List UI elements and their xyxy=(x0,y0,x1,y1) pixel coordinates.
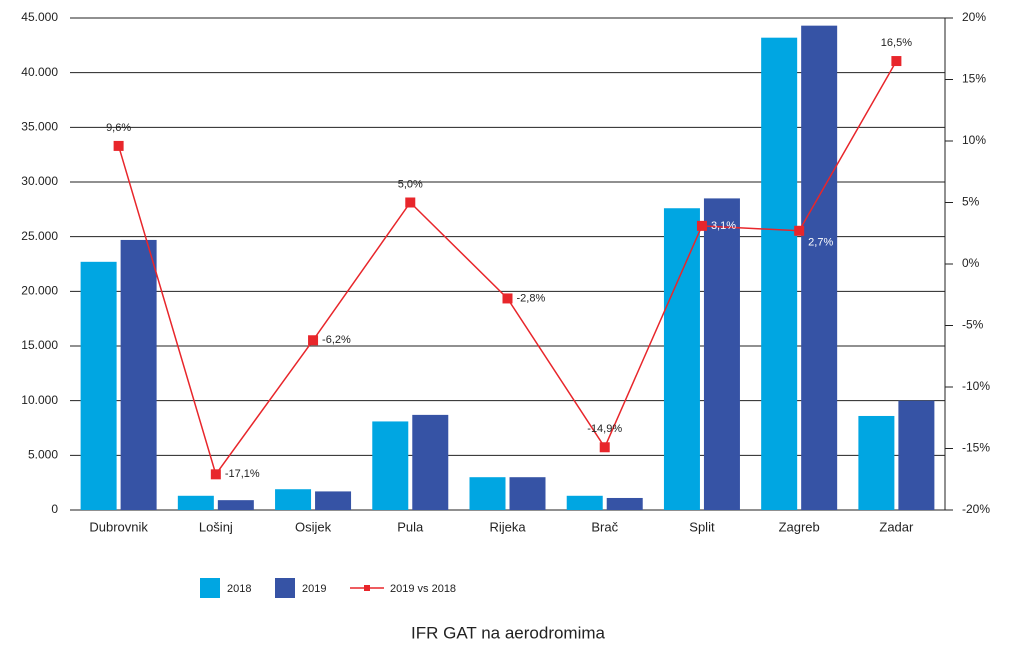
bar xyxy=(80,261,117,510)
bar xyxy=(177,495,214,510)
data-label: -6,2% xyxy=(322,334,351,346)
y2-tick-label: 0% xyxy=(962,256,980,270)
legend-swatch xyxy=(275,578,295,598)
y-tick-label: 45.000 xyxy=(21,10,58,24)
bar xyxy=(703,198,740,510)
legend-label: 2018 xyxy=(227,583,251,595)
data-label: 2,7% xyxy=(808,237,833,249)
bar xyxy=(412,414,449,510)
data-label: 16,5% xyxy=(881,37,912,49)
x-tick-label: Rijeka xyxy=(489,519,526,534)
x-tick-label: Pula xyxy=(397,519,424,534)
line-marker xyxy=(891,56,902,67)
bar xyxy=(761,37,798,511)
x-tick-label: Osijek xyxy=(295,519,332,534)
y2-tick-label: -5% xyxy=(962,318,984,332)
bar xyxy=(898,400,935,510)
x-tick-label: Brač xyxy=(591,519,618,534)
y2-tick-label: 5% xyxy=(962,195,980,209)
bar xyxy=(566,495,603,510)
y-tick-label: 30.000 xyxy=(21,174,58,188)
x-tick-label: Zadar xyxy=(879,519,914,534)
line-marker xyxy=(405,197,416,208)
legend-label: 2019 vs 2018 xyxy=(390,583,456,595)
y2-tick-label: 20% xyxy=(962,10,986,24)
data-label: -17,1% xyxy=(225,468,260,480)
y2-tick-label: -15% xyxy=(962,441,990,455)
y-tick-label: 25.000 xyxy=(21,229,58,243)
y2-tick-label: -10% xyxy=(962,379,990,393)
data-label: -2,8% xyxy=(517,292,546,304)
bar xyxy=(858,415,895,510)
y-tick-label: 35.000 xyxy=(21,120,58,134)
y-tick-label: 0 xyxy=(51,502,58,516)
bar xyxy=(315,491,352,510)
y2-tick-label: 15% xyxy=(962,72,986,86)
y-tick-label: 10.000 xyxy=(21,393,58,407)
line-marker xyxy=(794,225,805,236)
x-tick-label: Zagreb xyxy=(779,519,820,534)
bar xyxy=(606,497,643,510)
x-tick-label: Split xyxy=(689,519,715,534)
y-tick-label: 15.000 xyxy=(21,338,58,352)
bar xyxy=(469,477,506,510)
line-marker xyxy=(210,469,221,480)
line-marker xyxy=(308,335,319,346)
legend-label: 2019 xyxy=(302,583,326,595)
line-marker xyxy=(599,442,610,453)
bar xyxy=(275,489,312,510)
y-tick-label: 20.000 xyxy=(21,284,58,298)
bar xyxy=(663,208,700,511)
x-tick-label: Lošinj xyxy=(199,519,233,534)
bar xyxy=(801,25,838,511)
data-label: 3,1% xyxy=(711,220,736,232)
y2-tick-label: -20% xyxy=(962,502,990,516)
y2-tick-label: 10% xyxy=(962,133,986,147)
bar xyxy=(120,239,157,511)
line-marker xyxy=(696,220,707,231)
legend-swatch xyxy=(200,578,220,598)
y-tick-label: 5.000 xyxy=(28,448,58,462)
line-marker xyxy=(502,293,513,304)
line-marker xyxy=(113,140,124,151)
y-tick-label: 40.000 xyxy=(21,65,58,79)
chart-title: IFR GAT na aerodromima xyxy=(411,623,606,642)
x-tick-label: Dubrovnik xyxy=(89,519,148,534)
bar xyxy=(217,500,254,510)
legend-marker xyxy=(364,585,370,591)
bar xyxy=(372,421,409,510)
data-label: 9,6% xyxy=(106,122,131,134)
data-label: -14,9% xyxy=(587,423,622,435)
data-label: 5,0% xyxy=(398,178,423,190)
bar xyxy=(509,477,546,510)
